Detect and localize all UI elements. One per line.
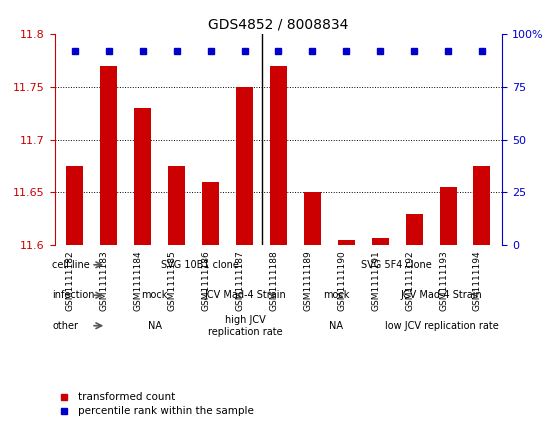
Bar xyxy=(372,238,389,245)
Text: JCV Mad-4 Strain: JCV Mad-4 Strain xyxy=(204,290,286,300)
Bar xyxy=(100,66,117,245)
Text: mock: mock xyxy=(323,290,349,300)
Text: other: other xyxy=(52,321,78,331)
Bar xyxy=(338,240,355,245)
Text: NA: NA xyxy=(329,321,343,331)
Bar xyxy=(473,166,490,245)
Bar xyxy=(406,214,423,245)
Text: percentile rank within the sample: percentile rank within the sample xyxy=(78,407,254,416)
Bar xyxy=(304,192,321,245)
Text: infection: infection xyxy=(52,290,94,300)
Text: low JCV replication rate: low JCV replication rate xyxy=(385,321,498,331)
Text: high JCV
replication rate: high JCV replication rate xyxy=(208,315,283,337)
Text: cell line: cell line xyxy=(52,260,90,270)
Bar xyxy=(202,182,219,245)
Bar xyxy=(134,108,151,245)
Bar xyxy=(67,166,84,245)
Text: transformed count: transformed count xyxy=(78,392,175,401)
Text: SVG 10B1 clone: SVG 10B1 clone xyxy=(161,260,239,270)
Text: JCV Mad-4 Strain: JCV Mad-4 Strain xyxy=(401,290,483,300)
Text: mock: mock xyxy=(141,290,168,300)
Text: SVG 5F4 clone: SVG 5F4 clone xyxy=(361,260,432,270)
Bar xyxy=(168,166,185,245)
Bar xyxy=(440,187,456,245)
Title: GDS4852 / 8008834: GDS4852 / 8008834 xyxy=(208,17,349,31)
Text: NA: NA xyxy=(147,321,162,331)
Bar xyxy=(236,87,253,245)
Bar xyxy=(270,66,287,245)
